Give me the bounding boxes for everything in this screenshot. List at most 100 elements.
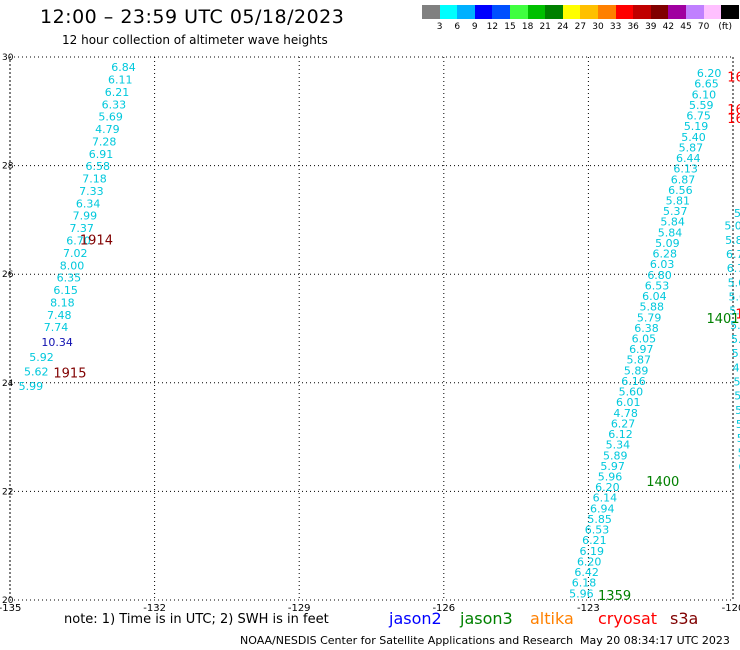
wave-height-value: 7.37 [69,222,94,235]
legend-swatch [650,5,669,19]
wave-height-value: 6.87 [671,173,696,186]
time-marker: 163 [727,103,740,118]
wave-height-value: 6.53 [585,524,610,537]
wave-height-value: 5.59 [689,99,714,112]
lon-tick-label: -132 [143,603,166,614]
legend-label: 42 [662,22,675,32]
wave-height-value: 5.89 [624,364,649,377]
page-title: 12:00 – 23:59 UTC 05/18/2023 [40,6,345,28]
legend-label: 18 [521,22,534,32]
lon-tick-label: -129 [288,603,311,614]
wave-height-value: 6.34 [76,197,101,210]
wave-height-value: 5.67 [728,290,740,303]
wave-height-value: 6.10 [692,88,717,101]
wave-height-value: 6.70 [66,235,91,248]
wave-height-value: 5.85 [587,513,612,526]
wave-height-value: 5.81 [666,194,691,207]
wave-height-value: 5.33 [734,390,740,403]
legend-label: 15 [504,22,516,32]
satellite-jason3: jason3 [460,609,513,628]
wave-height-value: 5.96 [598,471,623,484]
lat-tick-label: 30 [2,53,14,63]
wave-height-value: 6.38 [634,322,659,335]
wave-height-value: 5.79 [637,311,662,324]
time-marker: 1400 [646,475,679,490]
legend-swatch [598,5,616,19]
wave-height-value: 7.99 [73,210,98,223]
lat-tick-label: 22 [2,487,13,497]
wave-height-value: 5.64 [729,305,740,318]
lat-tick-label: 26 [2,270,14,280]
wave-height-value: 5.79 [730,319,740,332]
wave-height-value: 4.76 [733,361,740,374]
legend-swatch [633,5,651,19]
wave-height-value: 10.34 [41,336,73,349]
wave-height-value: 5.97 [600,460,625,473]
wave-height-value: 6.19 [580,545,605,558]
wave-height-tracks: 6.846.116.216.335.694.797.286.916.587.18… [19,61,740,600]
wave-height-value: 6.21 [105,86,130,99]
wave-height-value: 6.04 [642,290,667,303]
wave-height-value: 5.92 [29,351,53,364]
legend-swatch [686,5,704,19]
legend-swatch [439,5,458,19]
wave-height-value: 6.16 [621,375,646,388]
wave-height-value: 5.62 [728,276,740,289]
wave-height-value: 7.33 [79,185,104,198]
wave-height-value: 6.12 [608,428,633,441]
wave-height-value: 5.88 [640,301,665,314]
legend-swatch [492,5,510,19]
time-marker: 1401 [706,312,739,327]
legend-swatch [527,5,546,19]
legend-swatch [474,5,493,19]
map-frame [9,56,734,601]
wave-height-value: 6.21 [582,534,607,547]
wave-height-value: 5.34 [606,439,631,452]
wave-height-value: 6.84 [111,61,136,74]
wave-height-value: 5.60 [619,386,644,399]
wave-height-value: 5.40 [681,131,706,144]
legend-swatch [615,5,634,19]
legend-label: 70 [697,22,710,32]
wave-height-value: 4.79 [95,123,120,136]
wave-height-value: 5.69 [98,111,123,124]
legend-label: 39 [645,22,657,32]
footer-note: note: 1) Time is in UTC; 2) SWH is in fe… [64,612,329,627]
wave-height-value: 6.05 [632,332,657,345]
wave-height-value: 6.56 [668,184,693,197]
legend-label: 24 [557,22,569,32]
wave-height-value: 5.84 [658,226,683,239]
legend-swatch [668,5,686,19]
wave-height-value: 8.00 [60,259,85,272]
wave-height-value: 5.37 [663,205,688,218]
legend-label: 9 [471,22,478,32]
wave-height-value: 6.15 [738,460,740,473]
map-grid [9,56,734,601]
wave-height-value: 5.19 [684,120,709,133]
time-marker: 1 [735,308,740,323]
wave-height-value: 7.02 [63,247,88,260]
lat-tick-label: 28 [2,162,14,172]
wave-height-value: 5.53 [733,375,740,388]
wave-height-value: 5.45 [731,333,740,346]
time-marker: 163 [727,112,740,127]
wave-height-value: 6.74 [726,248,740,261]
wave-height-value: 4.78 [613,407,638,420]
time-marker: 1915 [53,366,86,381]
legend-label: 45 [680,22,692,32]
wave-height-value: 6.33 [102,98,127,111]
wave-height-value: 5.26 [735,404,740,417]
wave-height-value: 6.58 [86,160,111,173]
legend-swatch [510,5,528,19]
legend-swatch [457,5,475,19]
lon-tick-label: -126 [432,603,455,614]
wave-height-value: 5.84 [660,216,685,229]
time-marker: 1637 [727,70,740,85]
legend-swatch [545,5,563,19]
legend-swatch [721,5,739,19]
satellite-altika: altika [530,609,574,628]
wave-height-value: 6.94 [590,502,615,515]
wave-height-value: 5.99 [19,380,44,393]
